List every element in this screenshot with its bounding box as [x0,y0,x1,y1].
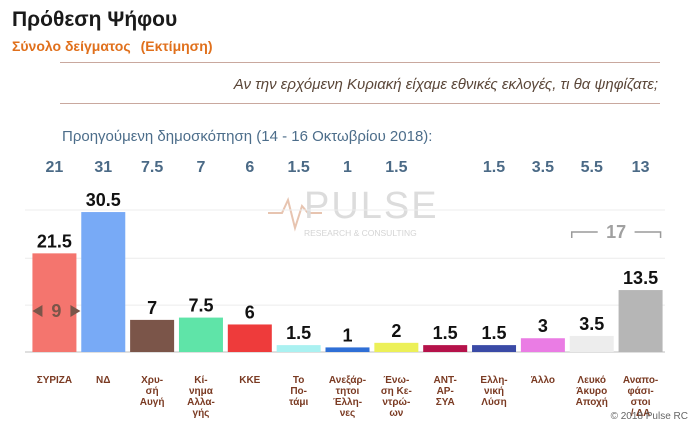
header-divider-top [60,62,660,63]
category-label: Ελλη-νική Λύση [480,375,507,408]
bar-τοποτάμι [276,345,321,352]
gap-left-arrow-icon [32,305,43,317]
annotations: 9 17 [32,222,662,321]
category-label: ΣΥΡΙΖΑ [37,375,72,386]
bar-value-label: 1 [342,325,352,345]
previous-value: 3.5 [532,159,554,176]
category-label: Λευκό Άκυρο Αποχή [576,375,608,408]
category-label: ΚΚΕ [239,375,260,386]
previous-value: 21 [46,159,64,176]
category-label: Άλλο [531,375,555,386]
previous-value: 7 [197,159,206,176]
subtitle-sample: Σύνολο δείγματος [12,38,131,54]
previous-value: 6 [245,159,254,176]
bar-κίνημααλλαγής [178,317,223,352]
gap-label: 9 [51,301,61,321]
bar-value-label: 30.5 [86,190,121,210]
gap-right-arrow-icon [70,305,81,317]
previous-value: 1 [343,159,352,176]
watermark-tagline: RESEARCH & CONSULTING [304,228,417,238]
bar-value-label: 1.5 [433,323,458,343]
bar-value-label: 1.5 [286,323,311,343]
previous-value: 31 [94,159,112,176]
bar-κκε [227,324,272,352]
bar-ανταρσυα [423,345,468,352]
category-label: ΝΔ [96,375,110,386]
category-label: Κί-νημα Αλλα-γής [187,375,215,419]
category-label: Ανεξάρ-τητοι Έλλη-νες [329,375,366,419]
bar-ελληνικήλύση [472,345,517,352]
group-bracket-left [570,231,598,238]
category-label: Ένω-ση Κε-ντρώ-ων [381,375,412,419]
page-title: Πρόθεση Ψήφου [12,8,178,31]
copyright: © 2018 Pulse RC [610,411,688,422]
category-label: ΑΝΤ-ΑΡ-ΣΥΑ [434,375,457,408]
subtitle: Σύνολο δείγματος (Εκτίμηση) [12,38,212,54]
bar-ένωση-κεντρώων [374,342,419,352]
bar-νδ [81,212,126,352]
bar-άλλο [520,338,565,352]
header-divider-bottom [60,103,660,104]
category-label: Αναπο-φάσι-στοι / ΔΑ [623,375,658,419]
bar-χρυσήαυγή [130,319,175,352]
category-label: Το Πο-τάμι [289,375,308,408]
previous-value: 5.5 [581,159,603,176]
bar-value-label: 13.5 [623,268,658,288]
bar-λευκόάκυροαποχή [569,335,614,352]
category-label: Χρυ-σή Αυγή [140,375,165,408]
pulse-watermark: PULSE RESEARCH & CONSULTING [268,185,439,238]
bar-value-label: 6 [245,302,255,322]
previous-value: 1.5 [385,159,407,176]
bar-value-label: 21.5 [37,231,72,251]
bar-value-labels: 21.530.57 7.5 61.5 1 2 1.5 1.5 3 3.513.5 [37,190,658,345]
bars [32,212,663,352]
survey-question: Αν την ερχόμενη Κυριακή είχαμε εθνικές ε… [233,76,658,93]
bar-value-label: 7.5 [188,296,213,316]
previous-poll-label: Προηγούμενη δημοσκόπηση (14 - 16 Οκτωβρί… [62,128,433,145]
subtitle-estimate: (Εκτίμηση) [140,38,213,54]
previous-values: 21 31 7.5 7 6 1.5 1 1.5 1.5 3.5 5.5 13 [46,159,650,176]
pulse-wave-icon [268,197,322,232]
bar-συριζα [32,253,77,352]
previous-value: 13 [632,159,650,176]
group-bracket-right [634,231,662,238]
bar-value-label: 3 [538,316,548,336]
group-total-label: 17 [606,222,626,242]
bar-αναποφάσιστοι/-δα [618,290,663,352]
watermark-name: PULSE [304,185,439,227]
bar-value-label: 1.5 [482,323,507,343]
previous-value: 7.5 [141,159,163,176]
bar-value-label: 2 [391,321,401,341]
category-labels: ΣΥΡΙΖΑ ΝΔ Χρυ-σή Αυγή Κί-νημα Αλλα-γής ΚΚΕ Το Πο… [37,375,659,419]
previous-value: 1.5 [483,159,505,176]
bar-value-label: 3.5 [579,314,604,334]
previous-value: 1.5 [288,159,310,176]
bar-value-label: 7 [147,298,157,318]
bar-ανεξάρτητοιέλληνες [325,347,370,352]
